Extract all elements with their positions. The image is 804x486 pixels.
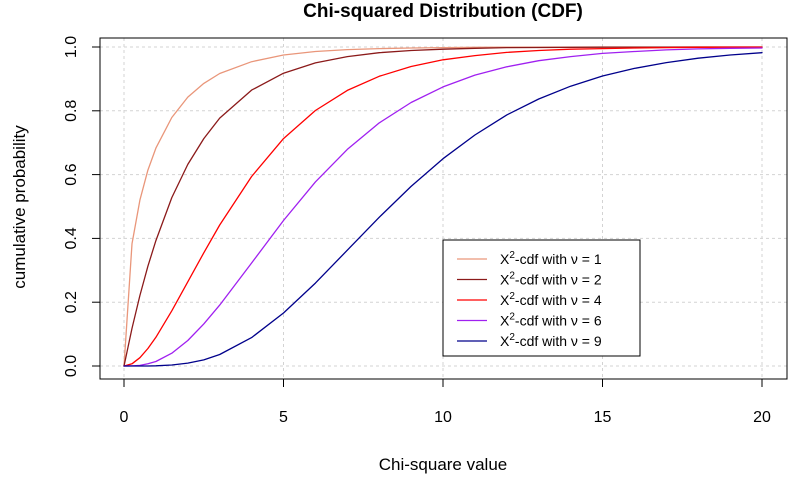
y-tick-label: 0.8 — [63, 100, 80, 122]
x-tick-label: 20 — [753, 409, 771, 426]
y-axis-label: cumulative probability — [10, 125, 29, 289]
legend-label-2: X2-cdf with ν = 2 — [500, 271, 602, 288]
x-tick-label: 5 — [279, 409, 288, 426]
chart-title: Chi-squared Distribution (CDF) — [303, 1, 583, 22]
y-axis: 0.0 0.2 0.4 0.6 0.8 1.0 — [63, 36, 100, 377]
series-line-4 — [123, 47, 763, 367]
y-tick-label: 0.4 — [63, 227, 80, 249]
legend: X2-cdf with ν = 1 X2-cdf with ν = 2 X2-cdf… — [442, 239, 641, 357]
x-tick-label: 0 — [120, 409, 129, 426]
x-tick-label: 10 — [434, 409, 452, 426]
series-line-5 — [123, 52, 763, 367]
series-line-3 — [123, 46, 763, 367]
grid — [100, 38, 787, 379]
y-tick-label: 0.2 — [63, 291, 80, 313]
legend-label-3: X2-cdf with ν = 4 — [500, 291, 602, 308]
legend-label-1: X2-cdf with ν = 1 — [500, 250, 602, 267]
legend-label-5: X2-cdf with ν = 9 — [500, 332, 602, 349]
x-axis-label: Chi-square value — [379, 455, 508, 474]
y-tick-label: 1.0 — [63, 36, 80, 58]
x-tick-label: 15 — [594, 409, 612, 426]
series-group — [123, 46, 763, 367]
y-tick-label: 0.6 — [63, 163, 80, 185]
x-axis: 0 5 10 15 20 — [120, 379, 771, 426]
legend-label-4: X2-cdf with ν = 6 — [500, 312, 602, 329]
y-tick-label: 0.0 — [63, 355, 80, 377]
series-line-2 — [123, 46, 763, 367]
